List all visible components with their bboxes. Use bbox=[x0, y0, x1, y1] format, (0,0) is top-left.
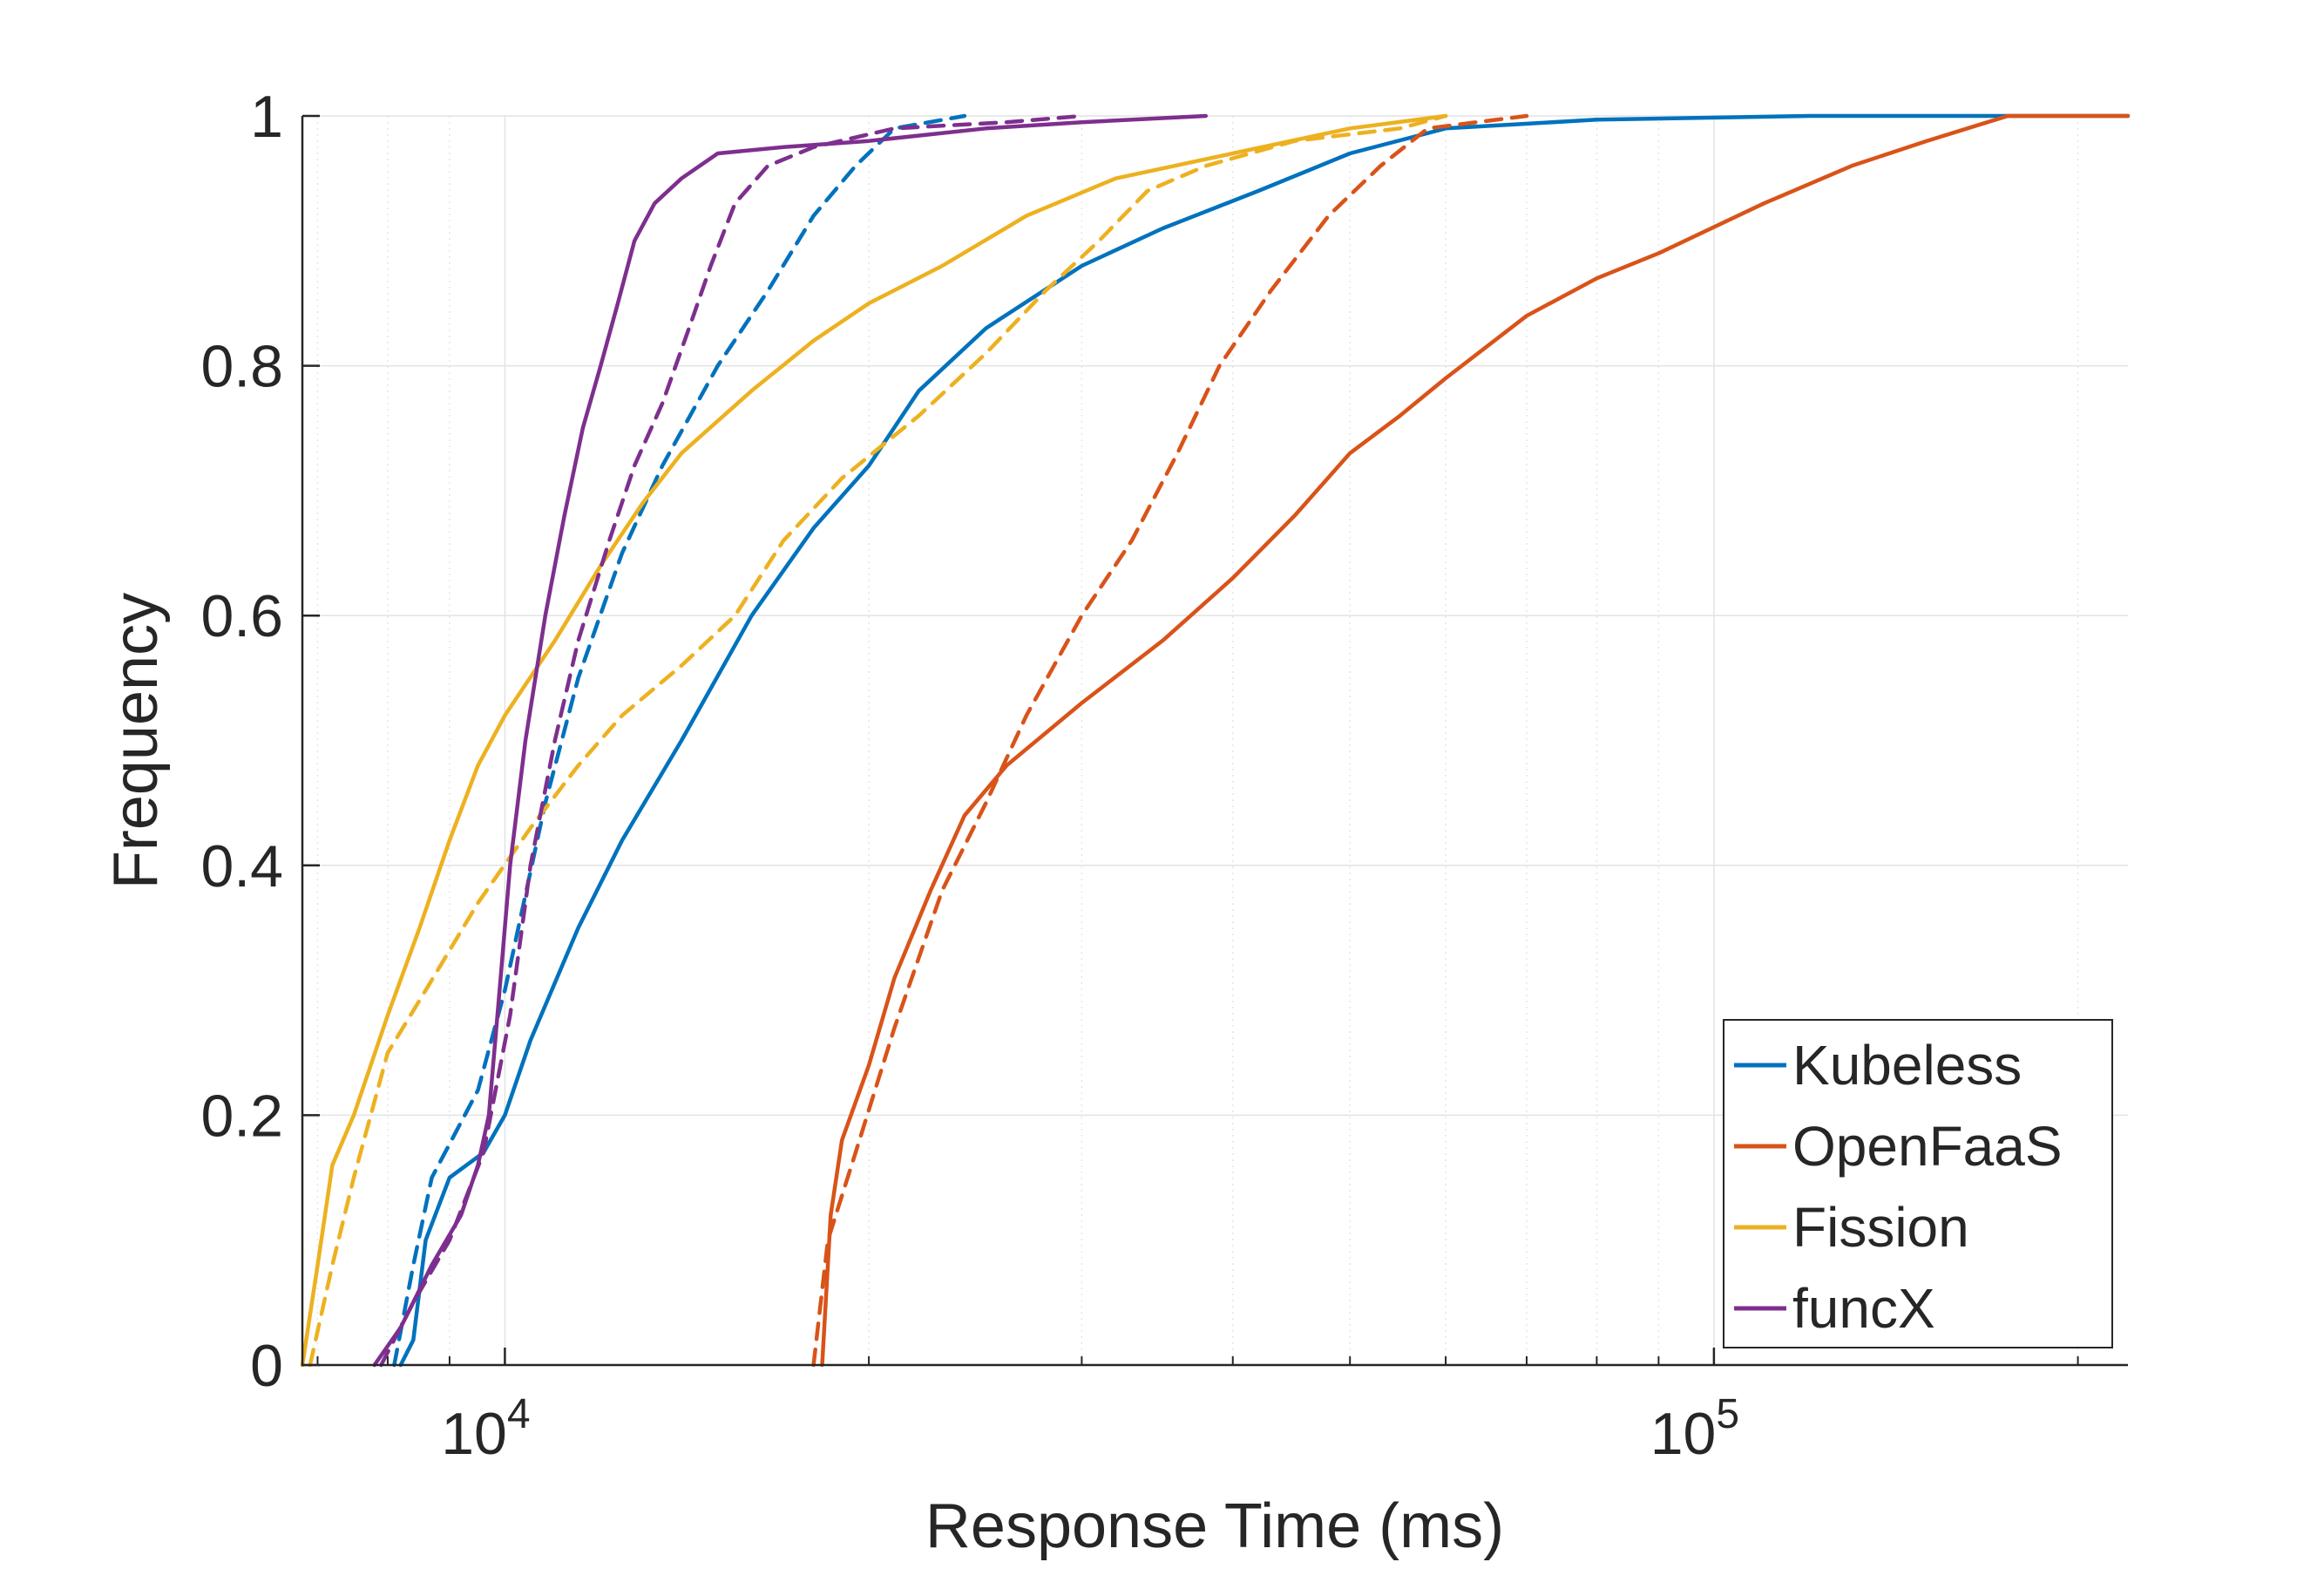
series-line-openfaas-solid bbox=[820, 113, 2131, 1368]
series-line-fission-solid bbox=[300, 113, 1448, 1368]
series-line-kubeless-dashed bbox=[392, 113, 967, 1368]
x-tick-labels: 104 105 bbox=[441, 1391, 1739, 1467]
axis-ticks bbox=[302, 114, 2079, 1367]
series-line-fission-dashed bbox=[308, 113, 1448, 1368]
legend-label-fission: Fission bbox=[1792, 1196, 1969, 1259]
minor-gridlines bbox=[316, 116, 2079, 1365]
legend-box bbox=[1723, 1019, 2113, 1348]
y-tick-label: 0.8 bbox=[200, 334, 283, 400]
y-axis-label: Frequency bbox=[101, 593, 171, 889]
y-tick-labels: 0 0.2 0.4 0.6 0.8 1 bbox=[200, 84, 283, 1399]
x-axis-label: Response Time (ms) bbox=[925, 1491, 1504, 1561]
y-tick-label: 0.2 bbox=[200, 1083, 283, 1149]
legend: Kubeless OpenFaaS Fission funcX bbox=[1723, 1019, 2113, 1348]
y-tick-label: 1 bbox=[250, 84, 283, 150]
series-lines bbox=[300, 113, 2131, 1368]
x-tick-label: 104 bbox=[441, 1391, 530, 1467]
legend-label-openfaas: OpenFaaS bbox=[1792, 1115, 2063, 1178]
series-line-funcx-dashed bbox=[379, 113, 1084, 1368]
x-tick-label: 105 bbox=[1650, 1391, 1739, 1467]
major-gridlines bbox=[302, 115, 2128, 1365]
series-line-openfaas-dashed bbox=[811, 113, 1529, 1368]
y-tick-label: 0.4 bbox=[200, 833, 283, 900]
series-line-kubeless-solid bbox=[398, 113, 2131, 1368]
y-tick-label: 0 bbox=[250, 1333, 283, 1399]
legend-label-kubeless: Kubeless bbox=[1792, 1034, 2022, 1097]
legend-label-funcx: funcX bbox=[1792, 1277, 1935, 1340]
series-line-funcx-solid bbox=[372, 113, 1209, 1368]
y-tick-label: 0.6 bbox=[200, 583, 283, 649]
